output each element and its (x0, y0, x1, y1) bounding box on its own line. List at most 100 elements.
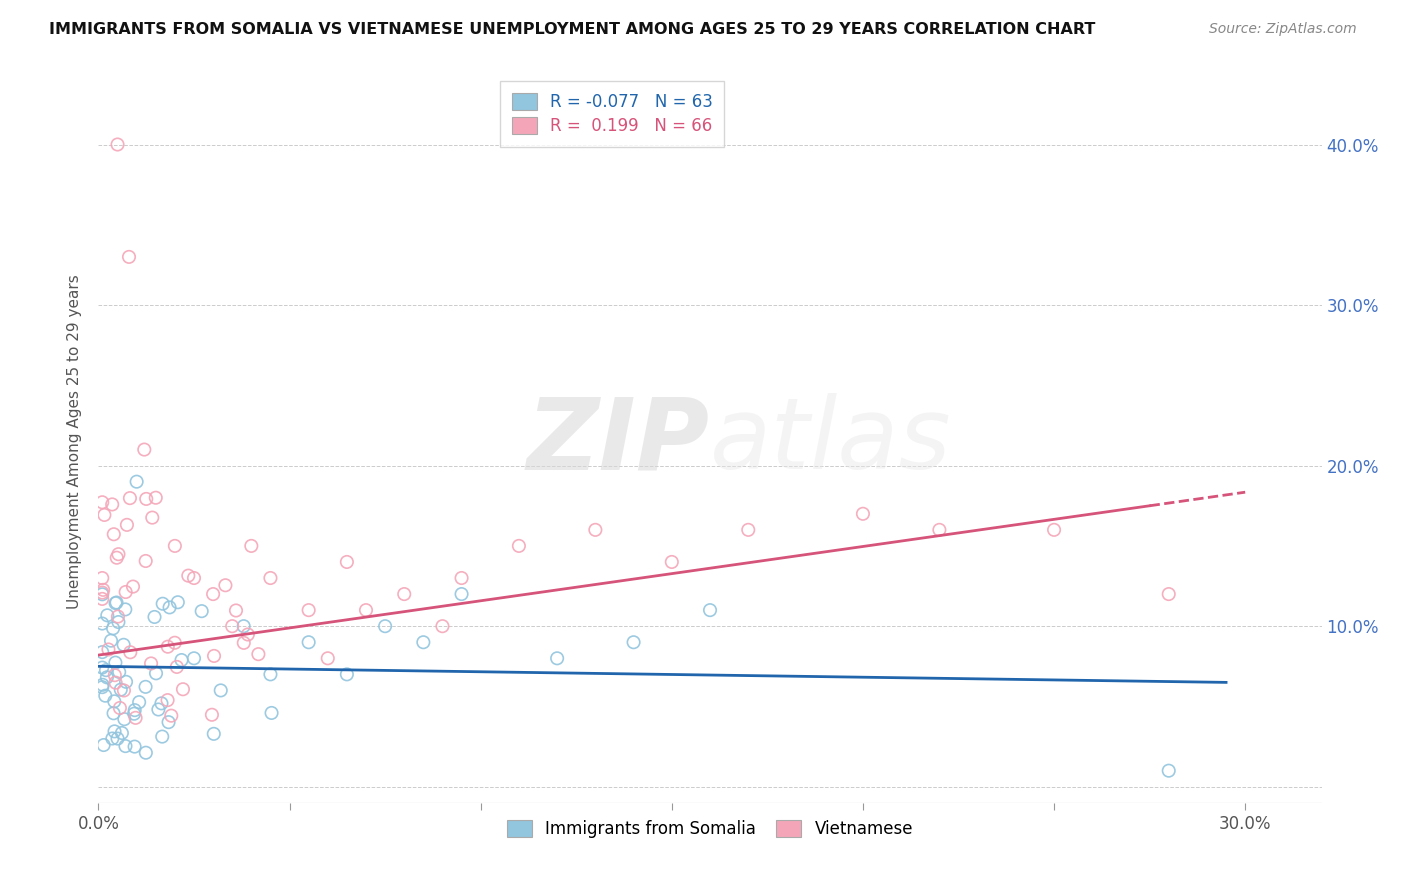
Point (150, 730, 173, 744)
Point (134, 442, 156, 457)
Point (214, 578, 236, 592)
Point (104, 668, 127, 682)
Point (183, 651, 205, 665)
Point (260, 706, 283, 720)
Point (135, 746, 157, 760)
Point (240, 539, 263, 553)
Point (91, 616, 114, 631)
Point (148, 702, 170, 716)
Point (546, 651, 568, 665)
Point (114, 739, 136, 753)
Point (128, 695, 150, 709)
Point (852, 507, 875, 521)
Point (221, 619, 243, 633)
Point (336, 667, 359, 681)
Point (135, 491, 157, 506)
Point (156, 640, 179, 654)
Point (104, 656, 127, 670)
Legend: Immigrants from Somalia, Vietnamese: Immigrants from Somalia, Vietnamese (501, 814, 920, 845)
Y-axis label: Unemployment Among Ages 25 to 29 years: Unemployment Among Ages 25 to 29 years (67, 274, 83, 609)
Point (623, 635, 645, 649)
Point (103, 527, 125, 541)
Point (316, 651, 339, 665)
Point (91, 645, 114, 659)
Point (135, 554, 157, 568)
Point (104, 675, 127, 690)
Point (96, 670, 118, 684)
Point (163, 636, 186, 650)
Point (115, 517, 138, 532)
Point (143, 610, 166, 624)
Point (124, 739, 146, 754)
Point (111, 726, 134, 740)
Point (104, 596, 127, 610)
Point (202, 587, 225, 601)
Point (177, 568, 200, 582)
Point (156, 693, 179, 707)
Point (124, 703, 146, 717)
Point (166, 660, 188, 674)
Point (259, 667, 281, 681)
Point (1157, 587, 1180, 601)
Point (105, 550, 128, 565)
Text: atlas: atlas (710, 393, 952, 490)
Point (112, 683, 135, 698)
Point (108, 701, 131, 715)
Point (450, 571, 472, 585)
Point (91, 591, 114, 606)
Point (105, 595, 128, 609)
Point (107, 731, 129, 746)
Point (202, 727, 225, 741)
Text: IMMIGRANTS FROM SOMALIA VS VIETNAMESE UNEMPLOYMENT AMONG AGES 25 TO 29 YEARS COR: IMMIGRANTS FROM SOMALIA VS VIETNAMESE UN… (49, 22, 1095, 37)
Point (135, 680, 157, 694)
Point (450, 587, 472, 601)
Point (103, 694, 125, 708)
Point (190, 604, 212, 618)
Point (94, 689, 117, 703)
Point (118, 250, 141, 264)
Point (201, 707, 224, 722)
Point (101, 497, 124, 511)
Point (661, 555, 683, 569)
Point (107, 547, 129, 561)
Point (91, 571, 114, 585)
Point (103, 724, 125, 739)
Point (93, 738, 115, 752)
Point (145, 666, 167, 681)
Point (91, 587, 114, 601)
Point (91, 680, 114, 694)
Point (91, 660, 114, 674)
Point (928, 523, 950, 537)
Point (107, 615, 129, 629)
Point (91, 495, 114, 509)
Point (97, 642, 120, 657)
Point (91, 678, 114, 692)
Point (107, 609, 129, 624)
Point (125, 475, 148, 489)
Point (392, 587, 416, 601)
Point (183, 571, 205, 585)
Point (107, 137, 129, 152)
Point (163, 539, 186, 553)
Point (93, 508, 115, 522)
Point (112, 638, 135, 652)
Point (108, 665, 131, 679)
Point (100, 633, 122, 648)
Point (150, 696, 173, 710)
Point (94, 663, 117, 677)
Point (737, 523, 759, 537)
Point (110, 682, 132, 697)
Point (1157, 764, 1180, 778)
Point (172, 682, 194, 697)
Point (209, 683, 232, 698)
Point (298, 635, 321, 649)
Point (699, 603, 721, 617)
Point (508, 539, 530, 553)
Point (354, 603, 377, 617)
Point (236, 627, 259, 641)
Point (432, 619, 454, 633)
Point (114, 585, 136, 599)
Point (101, 731, 124, 746)
Point (157, 715, 180, 730)
Point (115, 674, 138, 689)
